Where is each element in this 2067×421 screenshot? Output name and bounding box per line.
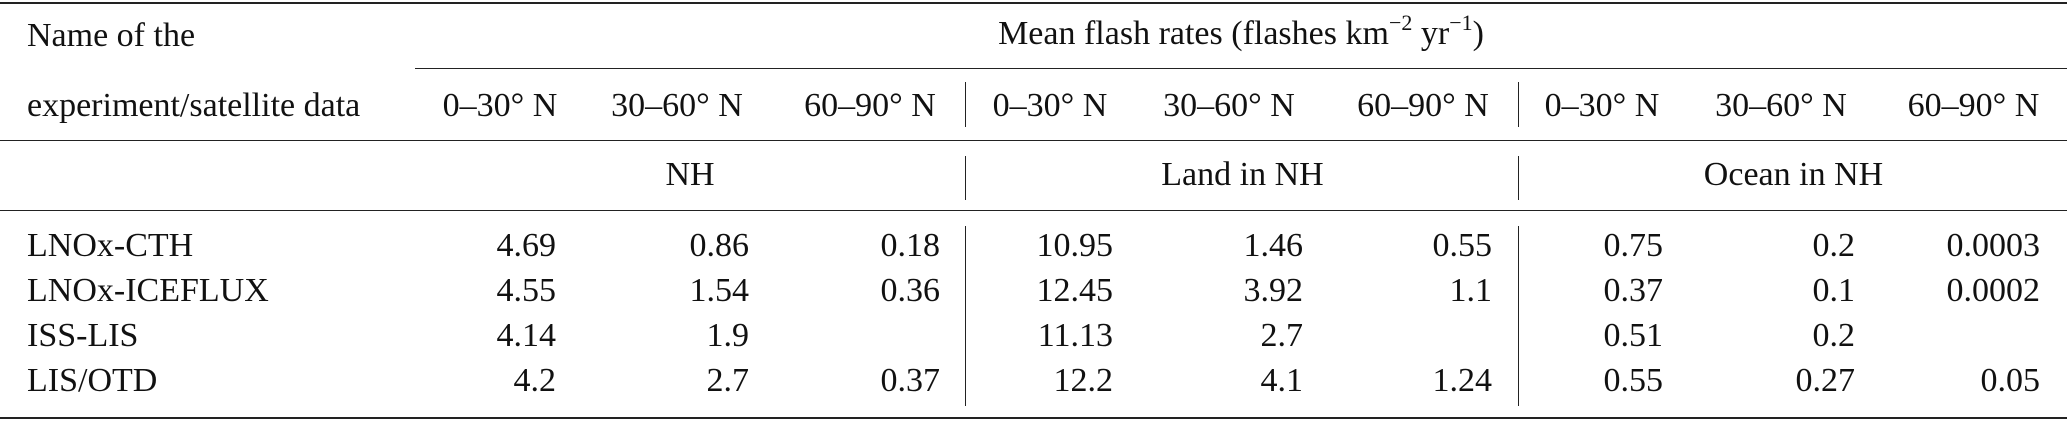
table-cell: 2.7: [1260, 317, 1304, 354]
table-cell: 0.27: [1795, 362, 1856, 399]
table-cell: 1.54: [689, 272, 750, 309]
flash-rates-exp1: −2: [1388, 9, 1413, 35]
table-cell: 1.1: [1449, 272, 1493, 309]
table-cell: 4.14: [496, 317, 557, 354]
separator-4: [1518, 156, 1519, 200]
table-cell: 0.37: [1603, 272, 1664, 309]
name-header-line2: experiment/satellite data: [27, 87, 361, 124]
group-rule: [0, 210, 2067, 211]
separator-2: [1518, 82, 1519, 127]
row-name: ISS-LIS: [27, 317, 139, 354]
top-rule: [0, 2, 2067, 4]
table-cell: 0.0003: [1946, 227, 2041, 264]
flash-rates-end: ): [1472, 15, 1484, 52]
table-cell: 10.95: [1036, 227, 1114, 264]
table-cell: 0.05: [1980, 362, 2041, 399]
table-cell: 1.24: [1432, 362, 1493, 399]
flash-rates-label: Mean flash rates (flashes km: [998, 15, 1389, 52]
table-cell: 0.37: [880, 362, 941, 399]
separator-1: [965, 82, 966, 127]
table-cell: 0.1: [1812, 272, 1856, 309]
table-cell: 4.1: [1260, 362, 1304, 399]
table-cell: 0.55: [1603, 362, 1664, 399]
group-label-ocean: Ocean in NH: [1703, 156, 1884, 193]
table-cell: 2.7: [706, 362, 750, 399]
table-cell: 0.36: [880, 272, 941, 309]
bottom-rule: [0, 417, 2067, 419]
table-cell: 0.75: [1603, 227, 1664, 264]
lat-band-header: 30–60° N: [1163, 87, 1295, 124]
row-name: LIS/OTD: [27, 362, 158, 399]
table-cell: 1.46: [1243, 227, 1304, 264]
row-name: LNOx-CTH: [27, 227, 194, 264]
header-mid-rule: [415, 68, 2067, 69]
table-cell: 12.45: [1036, 272, 1114, 309]
table-cell: 0.0002: [1946, 272, 2041, 309]
lat-band-header: 0–30° N: [442, 87, 558, 124]
table-cell: 12.2: [1053, 362, 1114, 399]
lat-band-header: 0–30° N: [1544, 87, 1660, 124]
lat-band-header: 60–90° N: [1357, 87, 1489, 124]
lat-band-header: 30–60° N: [611, 87, 743, 124]
table-cell: 4.69: [496, 227, 557, 264]
table-cell: 0.55: [1432, 227, 1493, 264]
table-cell: 0.86: [689, 227, 750, 264]
table-cell: 0.2: [1812, 227, 1856, 264]
flash-rates-mid: yr: [1412, 15, 1450, 52]
header-bottom-rule: [0, 140, 2067, 141]
flash-rates-header: Mean flash rates (flashes km−2 yr−1): [415, 11, 2067, 54]
group-label-land: Land in NH: [1161, 156, 1324, 193]
separator-6: [1518, 226, 1519, 406]
table-cell: 0.2: [1812, 317, 1856, 354]
table-cell: 0.51: [1603, 317, 1664, 354]
lat-band-header: 60–90° N: [804, 87, 936, 124]
lat-band-header: 60–90° N: [1907, 87, 2040, 124]
table-cell: 4.55: [496, 272, 557, 309]
row-name: LNOx-ICEFLUX: [27, 272, 269, 309]
table-cell: 0.18: [880, 227, 941, 264]
separator-5: [965, 226, 966, 406]
table-cell: 11.13: [1037, 317, 1113, 354]
flash-rates-exp2: −1: [1449, 9, 1473, 35]
lat-band-header: 0–30° N: [992, 87, 1108, 124]
name-header-line1: Name of the: [27, 17, 196, 54]
separator-3: [965, 156, 966, 200]
table-cell: 4.2: [513, 362, 557, 399]
group-label-nh: NH: [665, 156, 715, 193]
lat-band-header: 30–60° N: [1715, 87, 1847, 124]
table-cell: 1.9: [706, 317, 750, 354]
table-cell: 3.92: [1243, 272, 1304, 309]
